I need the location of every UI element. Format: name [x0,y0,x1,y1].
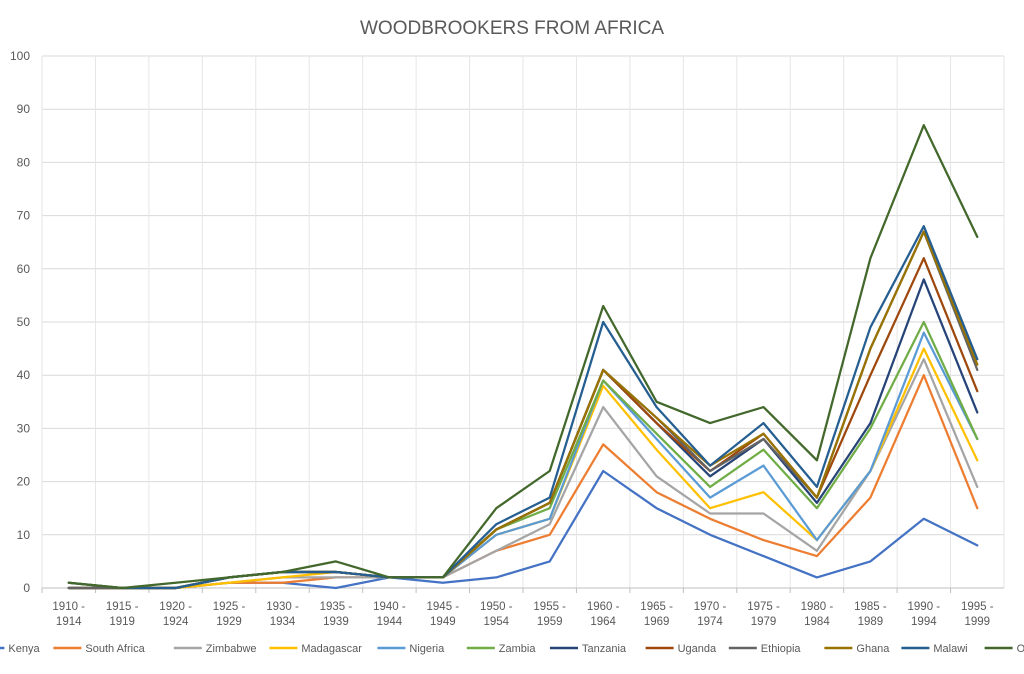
y-tick-label: 60 [17,262,31,276]
x-tick-label: 1930 - [266,601,299,613]
y-tick-label: 20 [17,475,31,489]
series-lines [67,124,979,590]
x-tick-label: 1915 - [106,601,139,613]
x-tick-label: 1950 - [480,601,513,613]
y-tick-label: 40 [17,368,31,382]
x-tick-label: 1990 - [908,601,941,613]
x-tick-label: 1979 [751,616,777,628]
y-tick-label: 80 [17,155,31,169]
x-tick-label: 1944 [377,616,403,628]
x-tick-label: 1964 [590,616,616,628]
chart-title: WOODBROOKERS FROM AFRICA [360,18,664,39]
x-tick-label: 1925 - [213,601,246,613]
x-tick-label: 1939 [323,616,349,628]
x-tick-label: 1994 [911,616,937,628]
legend-label-malawi: Malawi [933,643,967,655]
x-tick-label: 1974 [697,616,723,628]
gridlines [41,55,1005,588]
legend-label-kenya: Kenya [8,643,40,655]
x-tick-label: 1975 - [747,601,780,613]
x-tick-label: 1949 [430,616,456,628]
legend-label-tanzania: Tanzania [582,643,627,655]
x-tick-label: 1959 [537,616,563,628]
legend-label-zambia: Zambia [499,643,537,655]
x-tick-label: 1929 [216,616,242,628]
y-tick-label: 100 [10,49,30,63]
x-tick-label: 1969 [644,616,670,628]
x-tick-label: 1960 - [587,601,620,613]
x-tick-label: 1970 - [694,601,727,613]
y-tick-label: 30 [17,421,31,435]
y-tick-label: 90 [17,102,31,116]
x-tick-label: 1934 [270,616,296,628]
x-tick-label: 1935 - [320,601,353,613]
legend-label-ghana: Ghana [856,643,890,655]
y-tick-label: 0 [23,581,30,595]
y-tick-label: 50 [17,315,31,329]
legend: Kenya South Africa Zimbabwe Madagascar Niger… [0,643,1024,655]
legend-label-madagascar: Madagascar [301,643,362,655]
x-tick-label: 1984 [804,616,830,628]
x-tick-label: 1989 [858,616,884,628]
x-tick-label: 1914 [56,616,82,628]
x-tick-label: 1924 [163,616,189,628]
x-tick-label: 1919 [109,616,135,628]
y-tick-label: 70 [17,209,31,223]
legend-label-south-africa: South Africa [85,643,145,655]
legend-label-other: Other [1017,643,1024,655]
x-tick-label: 1980 - [801,601,834,613]
y-tick-label: 10 [17,528,31,542]
x-tick-label: 1995 - [961,601,994,613]
legend-label-ethiopia: Ethiopia [761,643,802,655]
x-tick-label: 1940 - [373,601,406,613]
series-line-other [67,124,979,590]
x-tick-label: 1965 - [640,601,673,613]
x-tick-label: 1999 [964,616,990,628]
x-tick-label: 1920 - [159,601,192,613]
legend-label-uganda: Uganda [678,643,717,655]
x-tick-label: 1954 [483,616,509,628]
x-tick-label: 1985 - [854,601,887,613]
axes: 0 10 20 30 40 50 60 70 80 90 100 1910 - 1914 1915 - 19… [10,49,1004,628]
x-tick-label: 1955 - [533,601,566,613]
legend-label-nigeria: Nigeria [409,643,445,655]
x-tick-label: 1910 - [52,601,85,613]
x-tick-label: 1945 - [427,601,460,613]
legend-label-zimbabwe: Zimbabwe [206,643,257,655]
